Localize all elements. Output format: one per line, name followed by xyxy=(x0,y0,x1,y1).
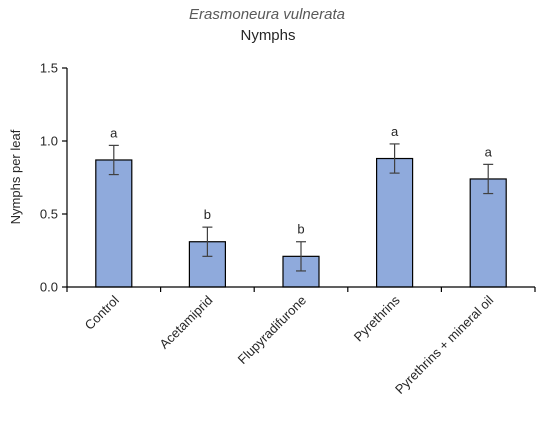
significance-label-4: a xyxy=(391,124,399,139)
bar-1 xyxy=(95,159,133,288)
bar-4 xyxy=(376,157,414,288)
significance-label-3: b xyxy=(297,222,304,237)
significance-label-2: b xyxy=(204,207,211,222)
y-axis-label: Nymphs per leaf xyxy=(8,129,23,224)
category-label-3: Flupyradifurone xyxy=(235,293,309,367)
y-tick-label-2: 0.5 xyxy=(40,207,58,222)
bar-5 xyxy=(469,178,507,288)
category-label-5: Pyrethrins + mineral oil xyxy=(392,292,496,396)
y-tick-label-3: 1.0 xyxy=(40,134,58,149)
category-label-4: Pyrethrins xyxy=(351,292,403,344)
significance-label-5: a xyxy=(485,144,493,159)
plot-area: a Control b Acetamiprid b Flupyradifurone a Pyr… xyxy=(40,61,536,397)
category-label-1: Control xyxy=(82,292,122,332)
chart-subtitle: Nymphs xyxy=(240,27,295,44)
y-tick-label-4: 1.5 xyxy=(40,61,58,76)
category-label-2: Acetamiprid xyxy=(156,293,215,352)
significance-label-1: a xyxy=(110,125,118,140)
chart-title: Erasmoneura vulnerata xyxy=(189,6,345,23)
y-tick-label-1: 0.0 xyxy=(40,280,58,295)
